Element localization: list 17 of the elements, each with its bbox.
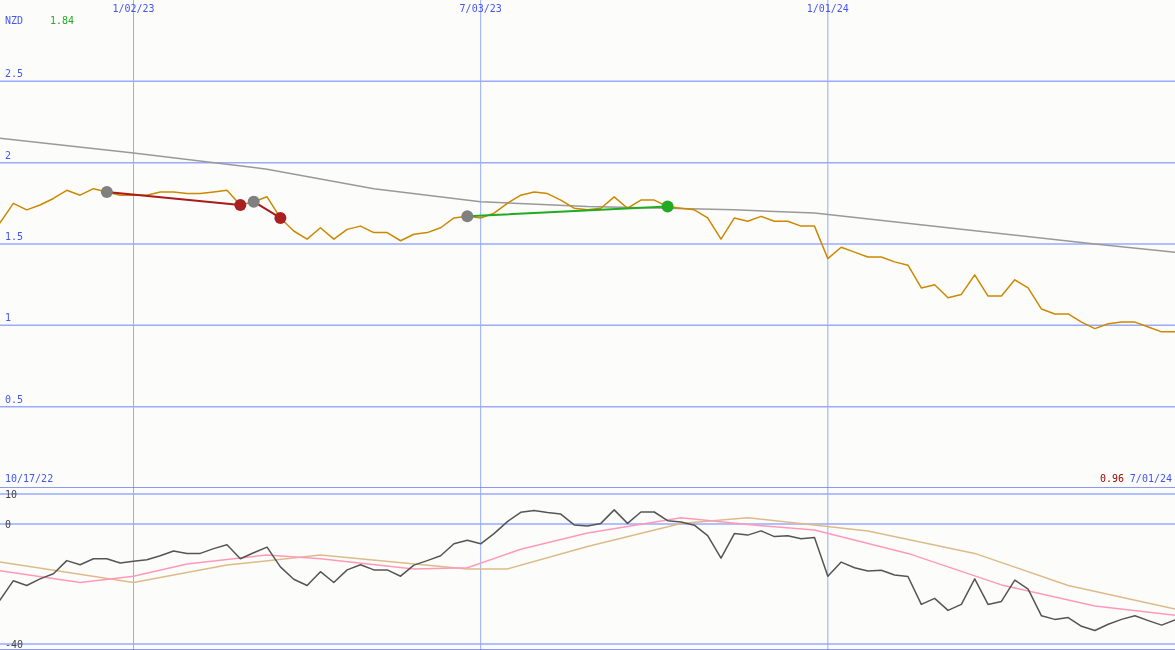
x-tick-label: 7/03/23 [459, 3, 502, 14]
y-tick-label: 0 [5, 519, 12, 530]
y-tick-label: 10 [5, 489, 18, 500]
annotation: 1.84 [50, 15, 75, 26]
line-series [0, 509, 1175, 632]
x-tick-label: 1/01/24 [806, 3, 849, 14]
y-tick-label: 2 [5, 149, 12, 161]
y-tick-label: 0.5 [5, 393, 24, 405]
annotation: 7/01/24 [1129, 473, 1172, 484]
annotation: 10/17/22 [5, 473, 54, 484]
y-tick-label: 2.5 [5, 68, 24, 80]
annotation: 0.96 [1099, 473, 1124, 484]
y-tick-label: 1.5 [5, 231, 24, 242]
y-tick-label: 1 [5, 312, 12, 324]
annotation: NZD [5, 15, 24, 26]
y-tick-label: -40 [5, 639, 24, 650]
x-tick-label: 1/02/23 [112, 3, 155, 14]
